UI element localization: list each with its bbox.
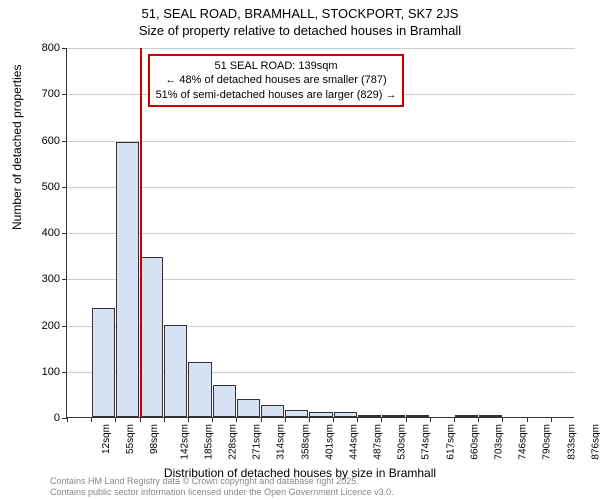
ytick-label: 100 (20, 366, 60, 378)
xtick-mark (551, 417, 552, 422)
xtick-label: 228sqm (228, 424, 239, 460)
title-subtitle: Size of property relative to detached ho… (0, 23, 600, 38)
xtick-label: 530sqm (397, 424, 408, 460)
ytick-mark (62, 279, 67, 280)
xtick-mark (454, 417, 455, 422)
gridline (67, 141, 575, 142)
xtick-label: 617sqm (445, 424, 456, 460)
gridline (67, 48, 575, 49)
histogram-bar (334, 412, 357, 417)
gridline (67, 187, 575, 188)
xtick-label: 487sqm (373, 424, 384, 460)
footer-line2: Contains public sector information licen… (50, 487, 394, 498)
xtick-label: 185sqm (203, 424, 214, 460)
plot-region: 010020030040050060070080012sqm55sqm98sqm… (66, 48, 574, 418)
ytick-mark (62, 187, 67, 188)
ytick-label: 500 (20, 181, 60, 193)
histogram-bar (164, 325, 187, 418)
histogram-bar (188, 362, 211, 418)
ytick-mark (62, 141, 67, 142)
ytick-mark (62, 372, 67, 373)
xtick-mark (188, 417, 189, 422)
ytick-label: 300 (20, 273, 60, 285)
ytick-mark (62, 94, 67, 95)
footer-line1: Contains HM Land Registry data © Crown c… (50, 476, 394, 487)
xtick-label: 746sqm (518, 424, 529, 460)
xtick-label: 12sqm (101, 424, 112, 454)
xtick-label: 574sqm (421, 424, 432, 460)
histogram-bar (116, 142, 139, 417)
xtick-label: 444sqm (348, 424, 359, 460)
footer-attribution: Contains HM Land Registry data © Crown c… (50, 476, 394, 498)
xtick-mark (309, 417, 310, 422)
histogram-bar (455, 415, 478, 417)
histogram-bar (92, 308, 115, 417)
ytick-label: 200 (20, 320, 60, 332)
xtick-mark (430, 417, 431, 422)
xtick-label: 98sqm (149, 424, 160, 454)
annotation-line3: 51% of semi-detached houses are larger (… (156, 88, 397, 102)
histogram-bar (406, 415, 429, 417)
xtick-label: 55sqm (125, 424, 136, 454)
histogram-bar (140, 257, 163, 417)
xtick-mark (212, 417, 213, 422)
xtick-label: 271sqm (252, 424, 263, 460)
histogram-bar (479, 415, 502, 417)
xtick-mark (164, 417, 165, 422)
xtick-label: 358sqm (300, 424, 311, 460)
xtick-label: 142sqm (179, 424, 190, 460)
xtick-mark (333, 417, 334, 422)
title-address: 51, SEAL ROAD, BRAMHALL, STOCKPORT, SK7 … (0, 6, 600, 21)
xtick-label: 790sqm (542, 424, 553, 460)
ytick-label: 0 (20, 412, 60, 424)
xtick-label: 401sqm (324, 424, 335, 460)
histogram-bar (213, 385, 236, 417)
xtick-mark (261, 417, 262, 422)
ytick-label: 800 (20, 42, 60, 54)
xtick-label: 876sqm (590, 424, 600, 460)
histogram-bar (261, 405, 284, 417)
xtick-mark (285, 417, 286, 422)
xtick-label: 833sqm (566, 424, 577, 460)
xtick-mark (478, 417, 479, 422)
xtick-mark (91, 417, 92, 422)
ytick-label: 400 (20, 227, 60, 239)
histogram-bar (285, 410, 308, 417)
ytick-mark (62, 233, 67, 234)
annotation-line2: ← 48% of detached houses are smaller (78… (156, 73, 397, 87)
xtick-mark (236, 417, 237, 422)
annotation-callout: 51 SEAL ROAD: 139sqm← 48% of detached ho… (148, 54, 405, 107)
histogram-bar (382, 415, 405, 417)
gridline (67, 233, 575, 234)
xtick-label: 314sqm (276, 424, 287, 460)
xtick-mark (381, 417, 382, 422)
xtick-mark (67, 417, 68, 422)
histogram-bar (237, 399, 260, 418)
ytick-mark (62, 326, 67, 327)
ytick-label: 600 (20, 135, 60, 147)
xtick-label: 660sqm (469, 424, 480, 460)
xtick-mark (140, 417, 141, 422)
xtick-mark (527, 417, 528, 422)
histogram-bar (309, 412, 332, 417)
xtick-mark (115, 417, 116, 422)
ytick-mark (62, 48, 67, 49)
xtick-mark (502, 417, 503, 422)
property-marker-line (140, 48, 142, 417)
chart-area: 010020030040050060070080012sqm55sqm98sqm… (66, 48, 574, 418)
histogram-bar (358, 415, 381, 417)
xtick-mark (406, 417, 407, 422)
xtick-mark (357, 417, 358, 422)
annotation-line1: 51 SEAL ROAD: 139sqm (156, 59, 397, 73)
ytick-label: 700 (20, 88, 60, 100)
xtick-label: 703sqm (494, 424, 505, 460)
chart-title-block: 51, SEAL ROAD, BRAMHALL, STOCKPORT, SK7 … (0, 0, 600, 38)
